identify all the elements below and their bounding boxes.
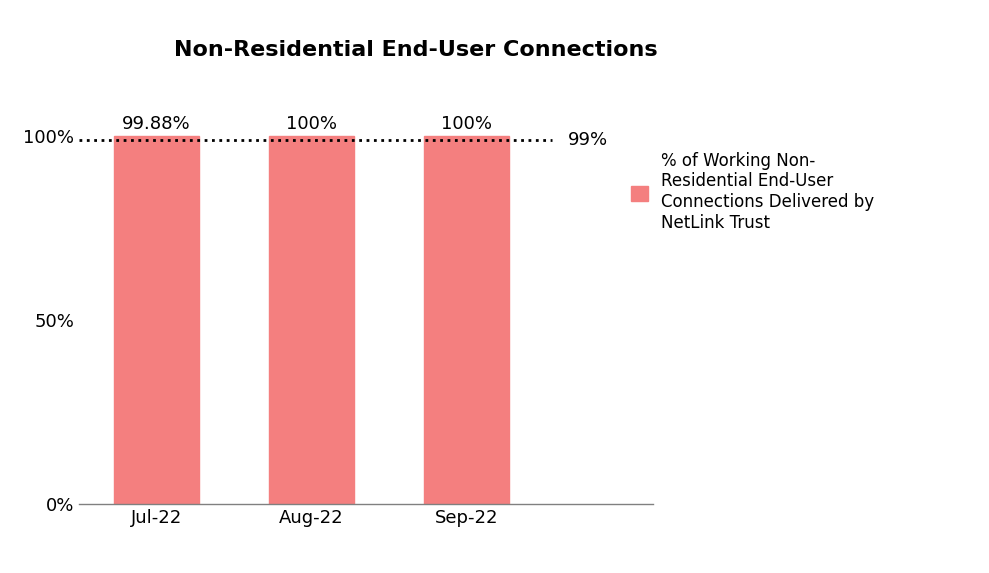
Text: Non-Residential End-User Connections: Non-Residential End-User Connections	[173, 40, 658, 60]
Bar	[424, 136, 509, 504]
Bar	[114, 136, 199, 504]
Text: 99.88%: 99.88%	[123, 115, 191, 134]
Text: 100%: 100%	[441, 115, 493, 133]
Legend: % of Working Non-
Residential End-User
Connections Delivered by
NetLink Trust: % of Working Non- Residential End-User C…	[631, 152, 874, 232]
Text: 99%: 99%	[568, 131, 607, 148]
Text: 100%: 100%	[286, 115, 337, 133]
Bar	[269, 136, 354, 504]
